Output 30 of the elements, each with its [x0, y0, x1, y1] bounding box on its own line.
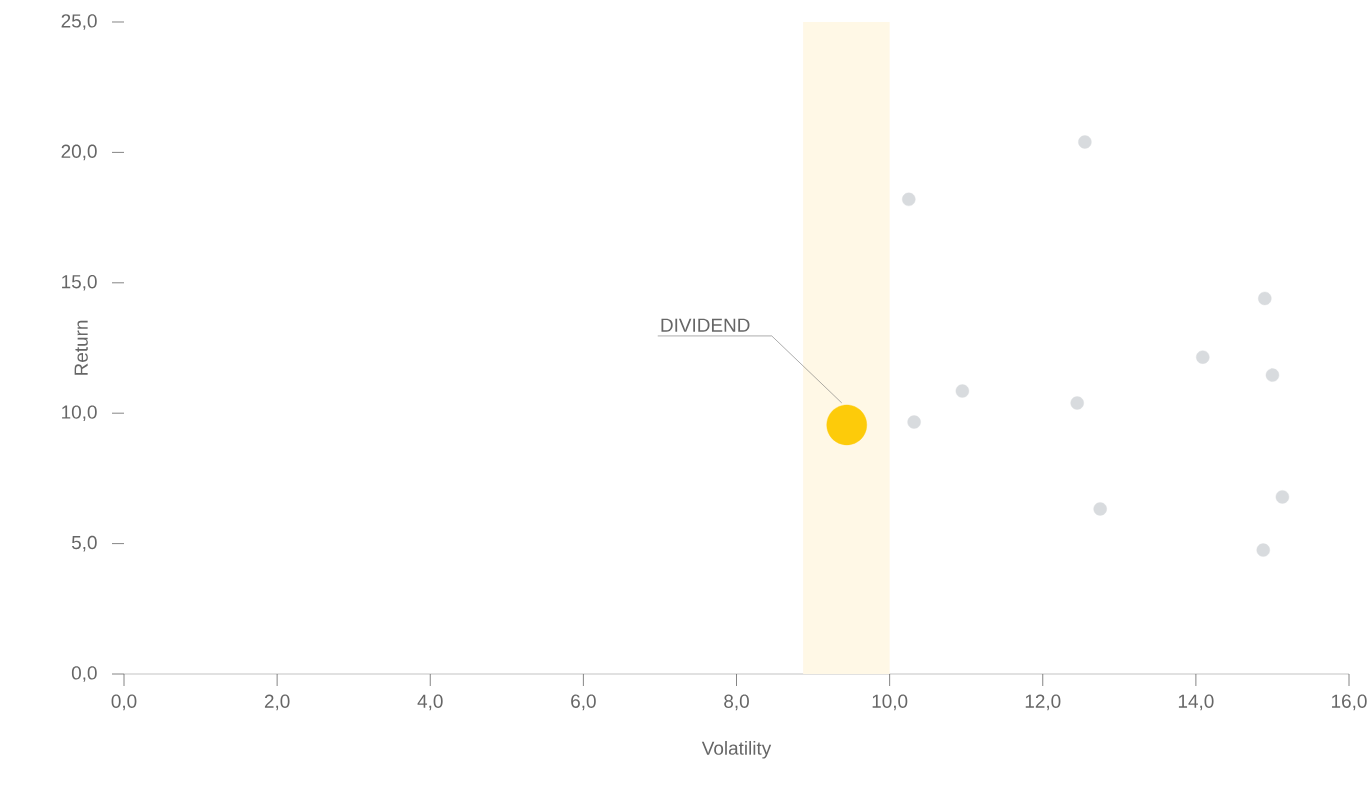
y-tick-label: 0,0	[71, 666, 97, 682]
point	[1256, 543, 1270, 557]
y-tick-label: 20,0	[61, 144, 97, 161]
y-tick-label: 25,0	[61, 14, 97, 30]
point	[1275, 490, 1290, 504]
point	[1078, 135, 1092, 149]
x-tick-label: 8,0	[724, 694, 749, 711]
x-tick-label: 6,0	[571, 694, 596, 711]
y-tick-label: 5,0	[71, 535, 97, 552]
x-axis-title: Volatility	[701, 740, 772, 759]
x-tick-label: 12,0	[1025, 694, 1061, 711]
point	[955, 384, 970, 398]
point	[1265, 368, 1280, 382]
point	[1196, 350, 1210, 364]
point	[907, 415, 921, 429]
point	[826, 404, 867, 446]
point	[1070, 396, 1084, 410]
y-tick-label: 10,0	[62, 405, 97, 422]
x-tick-label: 2,0	[264, 694, 290, 711]
x-tick-label: 0,0	[111, 694, 137, 711]
point	[1093, 502, 1107, 516]
x-tick-label: 10,0	[872, 694, 908, 711]
x-tick-label: 16,0	[1332, 694, 1367, 711]
x-tick-label: 14,0	[1178, 694, 1214, 711]
x-tick-label: 4,0	[417, 694, 443, 711]
text: DIVIDEND	[661, 318, 750, 332]
point	[902, 192, 916, 207]
y-axis-title: Return	[74, 320, 88, 375]
y-tick-label: 15,0	[62, 274, 97, 291]
point	[1258, 291, 1272, 306]
